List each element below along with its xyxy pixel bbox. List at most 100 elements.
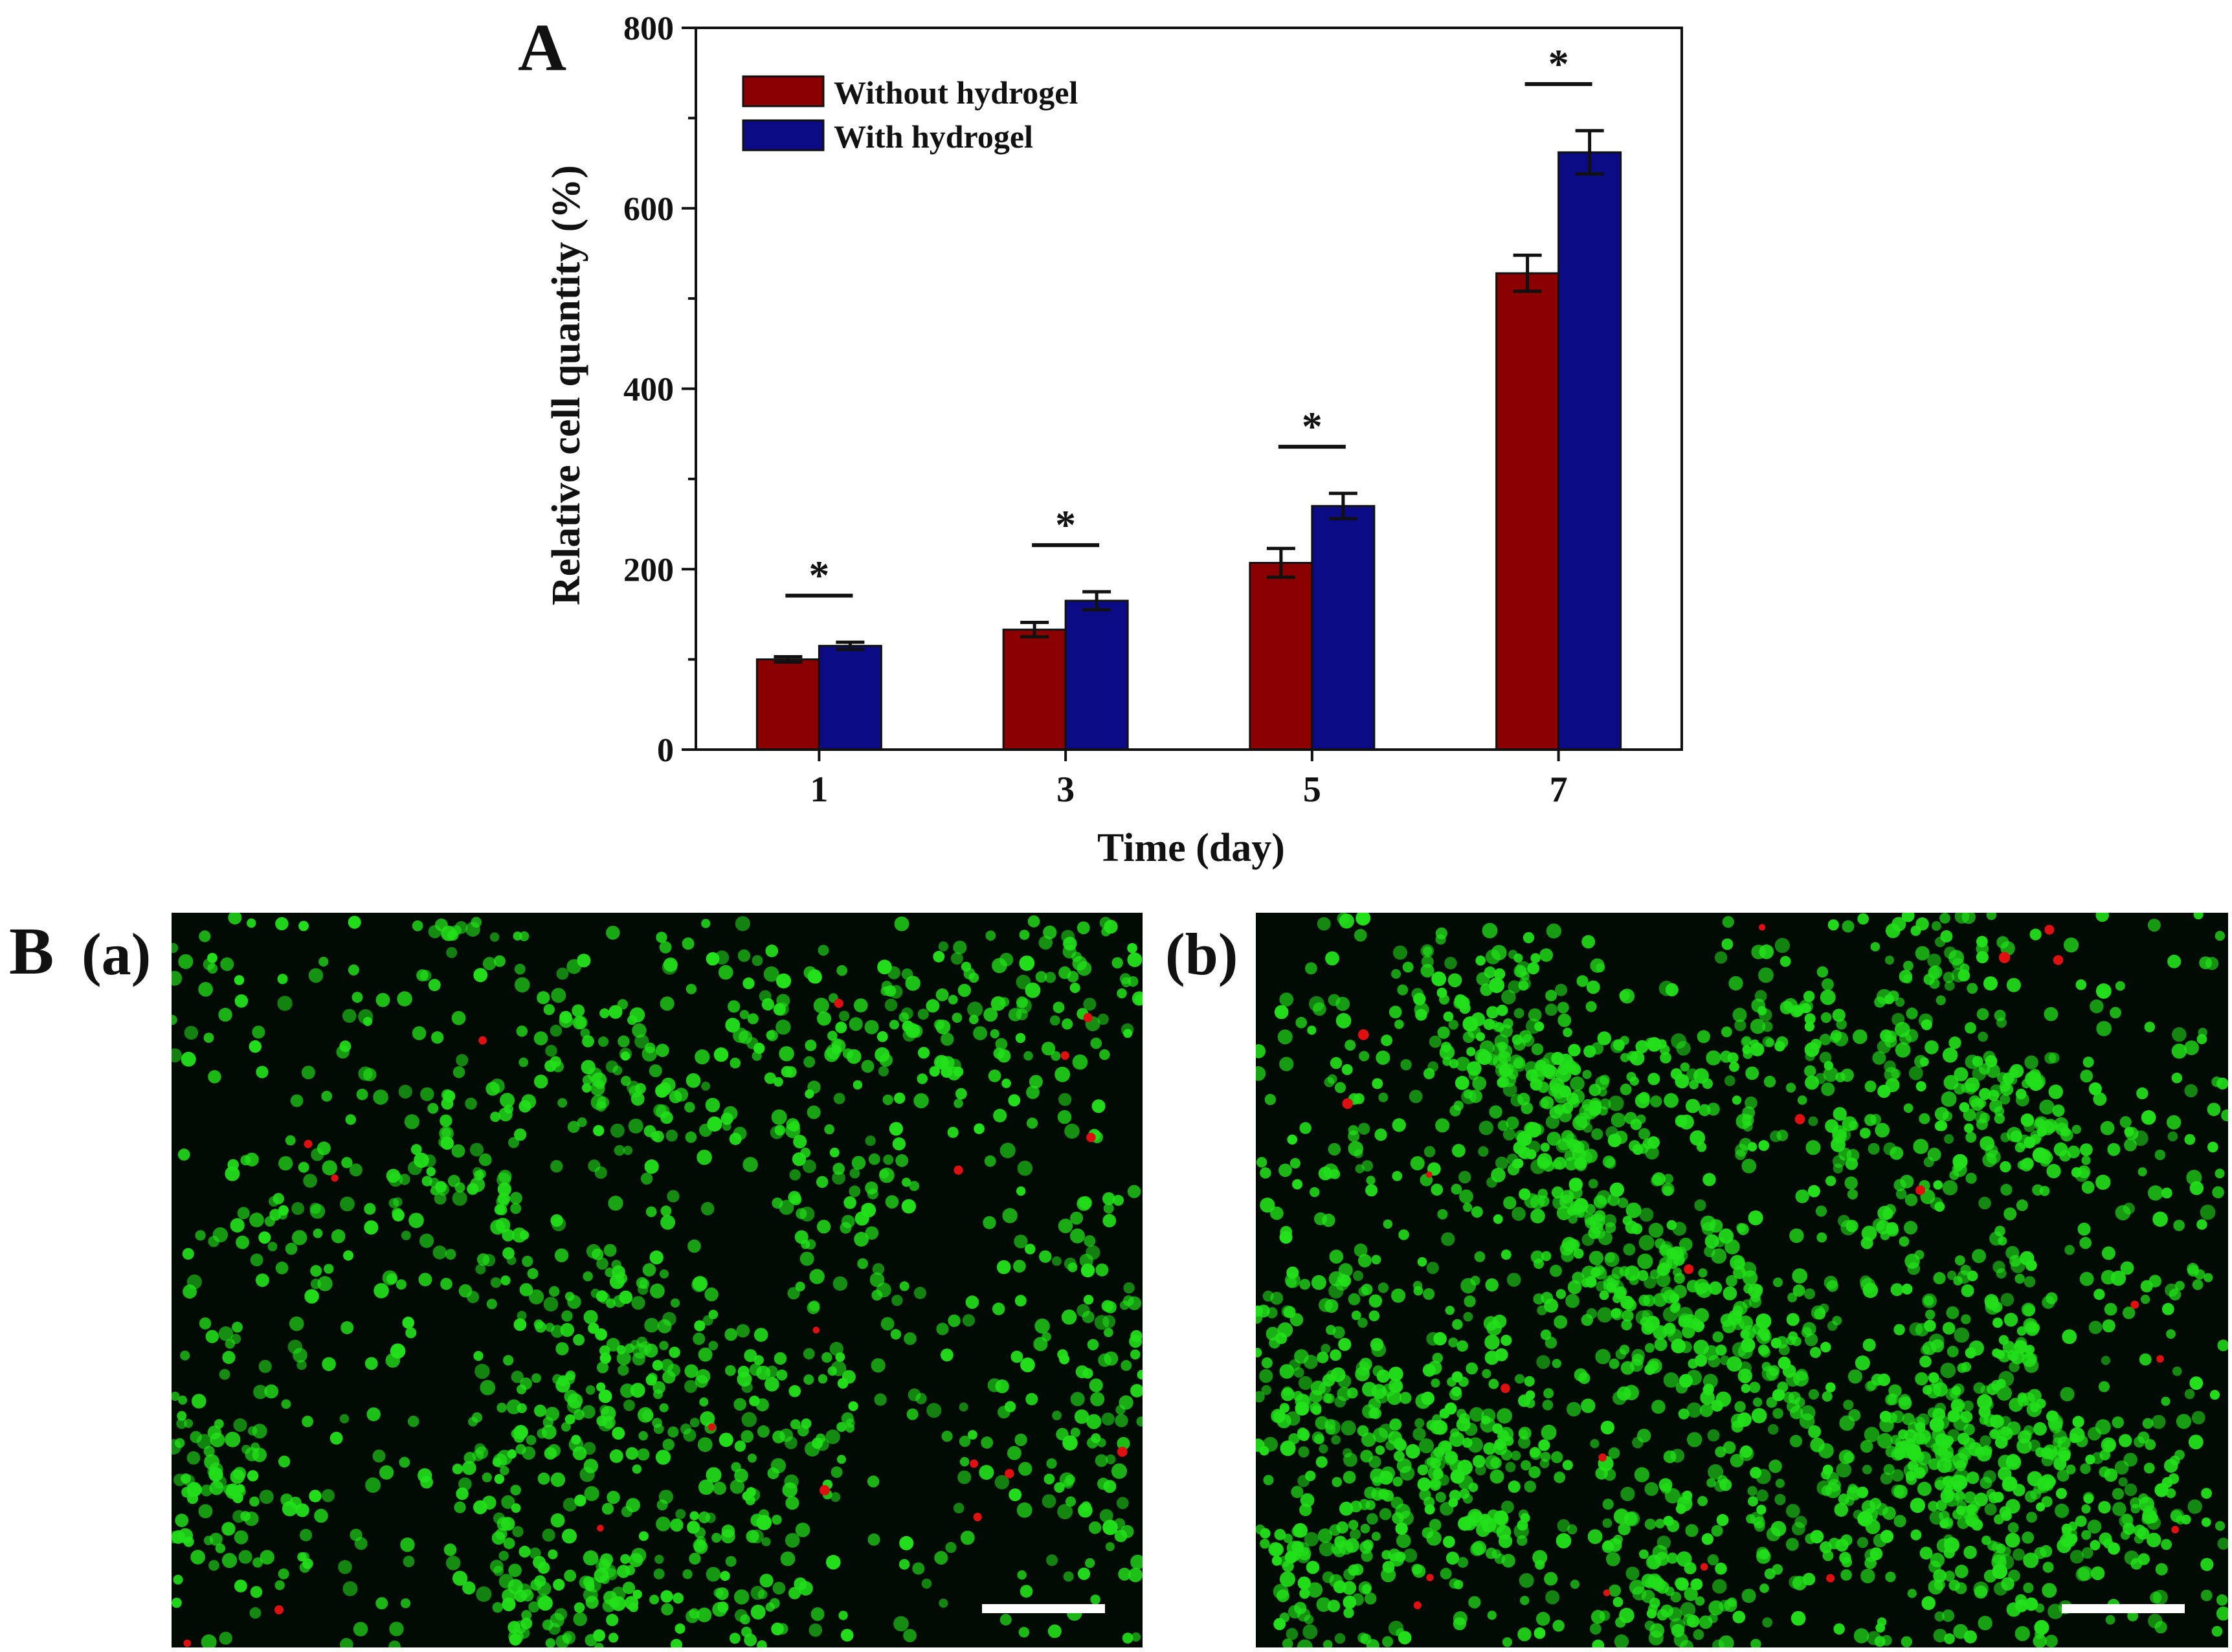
live-cell — [1544, 1298, 1559, 1313]
live-cell — [1379, 1508, 1392, 1521]
live-cell — [1944, 1491, 1959, 1507]
live-cell — [2161, 1187, 2172, 1199]
live-cell — [1357, 1317, 1368, 1328]
live-cell — [1538, 1439, 1550, 1451]
live-cell — [1517, 1627, 1532, 1642]
live-cell — [1609, 1182, 1624, 1197]
live-cell — [1885, 1446, 1897, 1458]
live-cell — [1655, 1519, 1665, 1529]
live-cell — [1795, 1189, 1809, 1203]
live-cell — [1453, 1579, 1464, 1590]
dead-cell — [1598, 1453, 1607, 1462]
live-cell — [526, 1434, 537, 1446]
live-cell — [708, 1341, 719, 1350]
live-cell — [2057, 1447, 2071, 1461]
live-cell — [642, 1046, 657, 1062]
live-cell — [638, 1431, 648, 1441]
live-cell — [1793, 1370, 1809, 1387]
live-cell — [984, 1155, 996, 1167]
live-cell — [1762, 1036, 1774, 1047]
live-cell — [1137, 1370, 1143, 1380]
live-cell — [443, 1543, 457, 1556]
live-cell — [2053, 1457, 2067, 1471]
live-cell — [1600, 1075, 1610, 1086]
live-cell — [1420, 944, 1434, 958]
live-cell — [599, 1008, 610, 1018]
live-cell — [1487, 1611, 1497, 1620]
live-cell — [1470, 1542, 1484, 1556]
live-cell — [779, 1046, 794, 1062]
live-cell — [1341, 1420, 1356, 1436]
live-cell — [298, 1161, 309, 1173]
live-cell — [1394, 1020, 1404, 1029]
live-cell — [1774, 1493, 1786, 1506]
live-cell — [1690, 1130, 1706, 1146]
live-cell — [799, 1251, 814, 1266]
live-cell — [1885, 955, 1894, 965]
live-cell — [1027, 915, 1040, 928]
live-cell — [1824, 1275, 1838, 1289]
live-cell — [1605, 1252, 1616, 1263]
live-cell — [842, 1370, 856, 1384]
live-cell — [772, 1581, 786, 1595]
live-cell — [734, 1440, 746, 1452]
live-cell — [1903, 1103, 1914, 1113]
significance-star-day5: * — [1302, 403, 1322, 449]
live-cell — [1895, 1189, 1907, 1200]
live-cell — [994, 1475, 1009, 1490]
live-cell — [1942, 1180, 1958, 1196]
live-cell — [687, 1239, 701, 1253]
live-cell — [1956, 1501, 1967, 1511]
live-cell — [582, 1075, 593, 1086]
live-cell — [1958, 1446, 1970, 1459]
live-cell — [404, 1114, 419, 1130]
live-cell — [2062, 1329, 2077, 1345]
live-cell — [1847, 1189, 1858, 1200]
live-cell — [2017, 1395, 2029, 1407]
live-cell — [1090, 1594, 1100, 1605]
live-cell — [1575, 1112, 1590, 1128]
live-cell — [898, 1012, 910, 1023]
live-cell — [2054, 1117, 2069, 1132]
live-cell — [451, 1144, 465, 1158]
live-cell — [1634, 1467, 1649, 1482]
dead-cell — [1342, 1098, 1353, 1109]
live-cell — [1595, 1348, 1611, 1365]
live-cell — [1925, 1040, 1939, 1055]
live-cell — [1589, 1084, 1601, 1097]
live-cell — [572, 1004, 585, 1018]
live-cell — [296, 1359, 307, 1370]
live-cell — [530, 1579, 542, 1591]
live-cell — [653, 1389, 664, 1400]
live-cell — [1934, 1476, 1949, 1491]
live-cell — [1563, 1027, 1572, 1038]
live-cell — [1015, 1032, 1026, 1044]
live-cell — [899, 1281, 910, 1291]
y-axis-label: Relative cell quantity (%) — [544, 165, 588, 605]
live-cell — [893, 1616, 909, 1632]
live-cell — [1322, 1213, 1335, 1227]
live-cell — [669, 1346, 680, 1358]
live-cell — [247, 918, 256, 928]
live-cell — [1963, 1630, 1977, 1644]
live-cell — [1284, 1550, 1298, 1564]
live-cell — [1090, 1392, 1105, 1407]
live-cell — [1130, 1554, 1143, 1570]
live-cell — [1119, 973, 1132, 985]
live-cell — [2150, 1591, 2162, 1604]
live-cell — [2033, 1422, 2047, 1436]
live-cell — [728, 1000, 741, 1013]
live-cell — [447, 1174, 460, 1187]
live-cell — [1417, 1464, 1429, 1475]
dead-cell — [954, 1165, 963, 1175]
live-cell — [1368, 1310, 1380, 1321]
live-cell — [803, 1159, 816, 1174]
live-cell — [1426, 1332, 1440, 1346]
live-cell — [565, 1370, 576, 1381]
live-cell — [934, 1055, 949, 1070]
live-cell — [1507, 1163, 1520, 1176]
live-cell — [1486, 1547, 1497, 1559]
live-cell — [204, 1454, 219, 1470]
live-cell — [2037, 1126, 2047, 1137]
live-cell — [456, 1054, 469, 1067]
